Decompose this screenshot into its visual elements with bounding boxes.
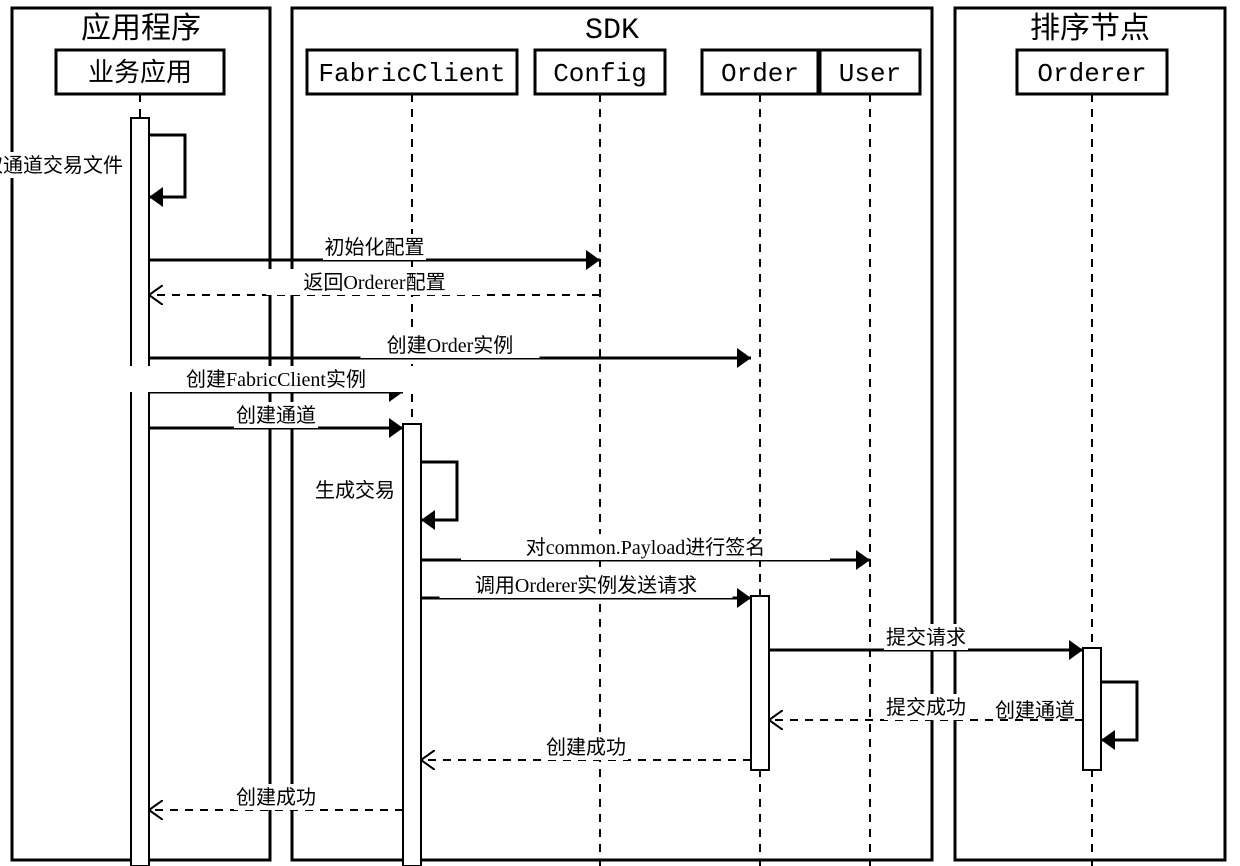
message-label: 创建FabricClient实例 <box>186 368 366 391</box>
participant-label: FabricClient <box>318 59 505 89</box>
participant-label: Config <box>553 59 647 89</box>
group-title: 应用程序 <box>81 12 201 45</box>
message-label: 创建通道 <box>236 404 316 427</box>
sequence-diagram-svg: 应用程序 SDK 排序节点业务应用 FabricClient Config Order Us… <box>0 0 1240 866</box>
message-label: 对common.Payload进行签名 <box>526 536 765 559</box>
message-label: 创建成功 <box>546 736 626 759</box>
activation-bar <box>1083 648 1101 770</box>
message-label: 提交请求 <box>886 626 966 649</box>
message-label: 读取通道交易文件 <box>0 154 123 177</box>
activation-bar <box>131 118 149 866</box>
activation-bar <box>403 424 421 866</box>
message-label: 调用Orderer实例发送请求 <box>475 574 697 597</box>
participant-label: 业务应用 <box>88 58 192 87</box>
message-label: 提交成功 <box>886 696 966 719</box>
message-label: 初始化配置 <box>325 236 425 259</box>
participant-label: User <box>839 59 901 89</box>
message-label: 生成交易 <box>315 479 395 502</box>
participant-label: Order <box>721 59 799 89</box>
message-label: 创建通道 <box>995 699 1075 722</box>
participant-label: Orderer <box>1037 59 1146 89</box>
message-label: 返回Orderer配置 <box>303 271 445 294</box>
group-title: 排序节点 <box>1030 12 1150 45</box>
group-title: SDK <box>585 14 639 48</box>
sequence-diagram: 应用程序 SDK 排序节点业务应用 FabricClient Config Order Us… <box>0 0 1240 866</box>
activation-bar <box>751 596 769 770</box>
message-label: 创建Order实例 <box>387 334 514 357</box>
message-label: 创建成功 <box>236 786 316 809</box>
